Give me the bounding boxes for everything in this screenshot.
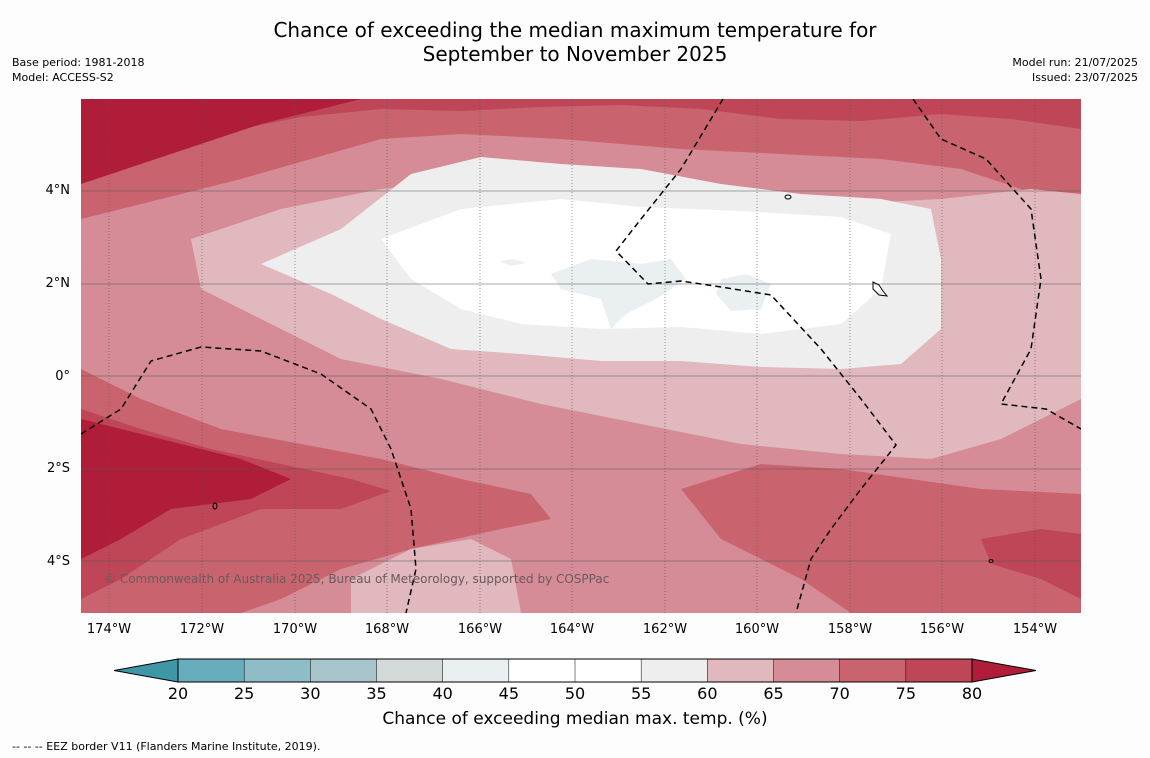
lon-label-160w: 160°W	[734, 622, 780, 637]
colorbar-tick-label: 40	[432, 684, 453, 703]
lon-label-168w: 168°W	[364, 622, 410, 637]
chart-title: Chance of exceeding the median maximum t…	[0, 18, 1150, 66]
lon-label-170w: 170°W	[272, 622, 318, 637]
colorbar-cell	[508, 658, 576, 683]
colorbar-tick-label: 20	[167, 684, 189, 703]
colorbar-cell	[707, 658, 775, 683]
contour-45-50-c	[499, 259, 526, 266]
colorbar-tick-label: 50	[564, 684, 586, 703]
colorbar-tick-label: 55	[630, 684, 652, 703]
colorbar-label: Chance of exceeding median max. temp. (%…	[382, 709, 768, 729]
base-period: Base period: 1981-2018	[12, 56, 145, 69]
contour-map	[81, 99, 1081, 613]
latitude-lines	[81, 190, 1081, 562]
colorbar-tick-label: 60	[697, 684, 718, 703]
lat-label-2s: 2°S	[46, 461, 70, 476]
colorbar-cell-over	[972, 659, 1036, 682]
contour-45-50-b	[716, 274, 771, 311]
contour-60-65-south	[351, 539, 521, 613]
title-line-2: September to November 2025	[422, 42, 728, 66]
contour-45-50-a	[551, 259, 686, 329]
colorbar-tick-label: 75	[895, 684, 916, 703]
lat-label-4s: 4°S	[46, 554, 70, 569]
colorbar-cell	[442, 658, 510, 683]
contour-70-75-north	[81, 99, 1081, 229]
colorbar-arrow-right	[971, 658, 1037, 683]
model-name: Model: ACCESS-S2	[12, 71, 114, 84]
lon-label-172w: 172°W	[179, 622, 225, 637]
colorbar-tick-label: 80	[961, 684, 983, 703]
meta-right: Model run: 21/07/2025 Issued: 23/07/2025	[1012, 55, 1138, 85]
colorbar-tick-label: 70	[829, 684, 850, 703]
colorbar-cell	[905, 658, 973, 683]
colorbar	[114, 658, 1037, 683]
lat-label-4n: 4°N	[45, 183, 71, 198]
model-run: Model run: 21/07/2025	[1012, 56, 1138, 69]
lon-label-166w: 166°W	[457, 622, 503, 637]
contour-75-80-north	[81, 99, 1081, 184]
eez-borders	[81, 99, 1081, 613]
lat-label-0: 0°	[55, 369, 70, 384]
colorbar-cells	[114, 658, 1036, 683]
map-panel	[81, 99, 1081, 613]
colorbar-arrow-left	[114, 658, 179, 683]
colorbar-cell	[376, 658, 444, 683]
colorbar-tick-label: 65	[763, 684, 784, 703]
colorbar-cell	[310, 658, 378, 683]
lat-label-2n: 2°N	[45, 276, 71, 291]
colorbar-cell-under	[114, 659, 178, 682]
colorbar-cell	[243, 658, 312, 683]
lon-label-156w: 156°W	[919, 622, 965, 637]
lon-label-162w: 162°W	[642, 622, 688, 637]
copyright-text: © Commonwealth of Australia 2025, Bureau…	[104, 572, 610, 586]
colorbar-tick-label: 25	[233, 684, 255, 703]
lon-label-158w: 158°W	[827, 622, 873, 637]
colorbar-tick-label: 30	[300, 684, 321, 703]
colorbar-cell	[640, 658, 709, 683]
lon-label-164w: 164°W	[549, 622, 595, 637]
colorbar-cell	[773, 658, 841, 683]
colorbar-tick-label: 35	[366, 684, 387, 703]
colorbar-cell	[839, 658, 907, 683]
meta-left: Base period: 1981-2018 Model: ACCESS-S2	[12, 55, 144, 85]
colorbar-tick-label: 45	[498, 684, 519, 703]
footnote: -- -- -- EEZ border V11 (Flanders Marine…	[12, 740, 321, 753]
contour-75-80-south-east	[981, 529, 1081, 599]
contour-80-north	[81, 99, 361, 184]
islands	[212, 194, 994, 563]
contour-70-75-south-east	[681, 464, 1081, 613]
contour-80-south-west	[81, 419, 291, 559]
issued-date: Issued: 23/07/2025	[1031, 71, 1138, 84]
title-line-1: Chance of exceeding the median maximum t…	[273, 18, 877, 42]
lon-label-174w: 174°W	[86, 622, 132, 637]
lon-label-154w: 154°W	[1012, 622, 1058, 637]
colorbar-cell	[177, 658, 245, 683]
colorbar-cell	[574, 658, 642, 683]
